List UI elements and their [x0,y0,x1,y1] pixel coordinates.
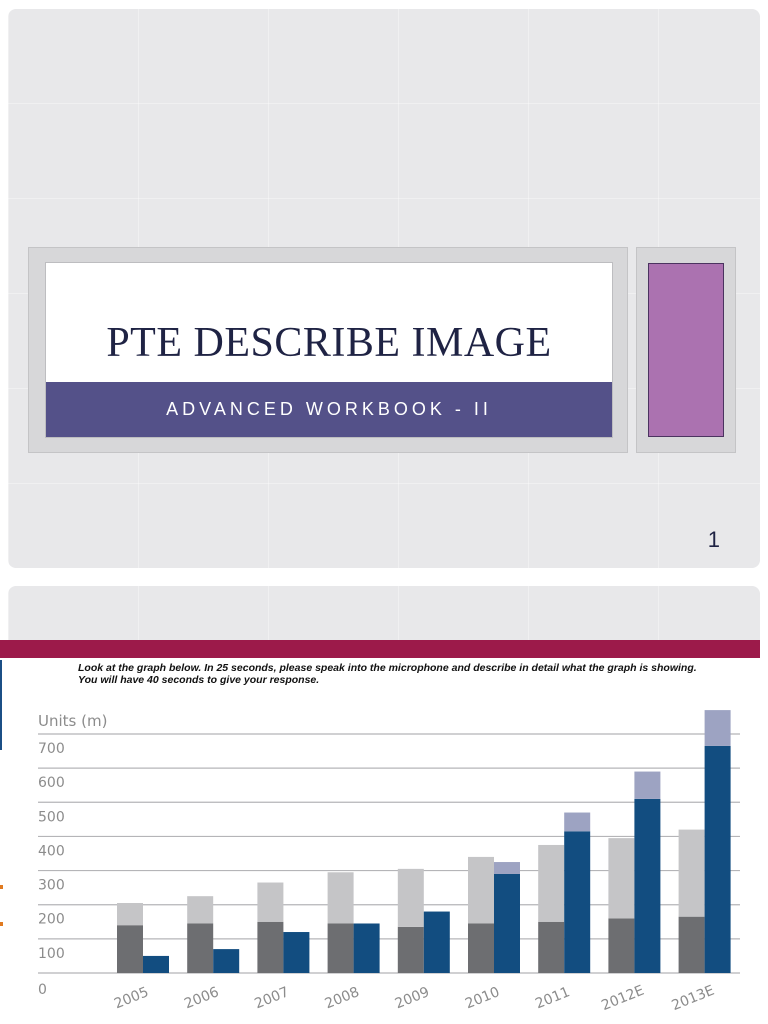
left-edge-marker [0,922,3,926]
y-tick-label: 0 [38,982,47,998]
x-tick-label: 2006 [182,984,221,1012]
pte-header-bar [0,640,760,658]
bar-segment-b [283,932,310,973]
left-edge-strip [0,660,2,750]
y-tick-label: 200 [38,912,65,928]
accent-frame [636,247,736,453]
x-tick-label: 2007 [252,984,291,1012]
bar-segment-a [187,896,214,924]
question-instruction: Look at the graph below. In 25 seconds, … [78,662,697,686]
title-slide: PTE DESCRIBE IMAGE ADVANCED WORKBOOK - I… [8,9,760,568]
bar-segment-a [397,868,424,927]
bar-segment-b [564,812,591,832]
bar-segment-a [327,923,354,973]
bar-segment-b [564,831,591,973]
bar-segment-a [678,916,705,973]
slide-number: 1 [707,527,720,552]
bar-segment-a [678,829,705,917]
bar-segment-b [353,923,380,973]
bar-segment-a [538,844,565,922]
x-tick-label: 2010 [463,984,502,1012]
bar-segment-a [117,925,143,973]
bar-segment-a [257,921,284,973]
bar-segment-a [187,923,214,973]
bar-segment-a [608,838,635,919]
y-tick-label: 500 [38,809,65,825]
bar-segment-a [397,926,424,973]
x-tick-label: 2012E [599,983,646,1014]
bar-segment-a [117,903,143,926]
bar-segment-b [634,771,661,799]
bar-segment-b [423,911,450,973]
bar-segment-a [327,872,354,924]
x-tick-label: 2013E [669,983,716,1014]
bar-segment-b [494,873,520,973]
bar-segment-b [704,710,731,746]
bar-segment-a [468,923,494,973]
bar-segment-a [257,882,284,922]
x-tick-label: 2009 [393,984,432,1012]
y-tick-label: 400 [38,843,65,859]
bar-segment-b [143,955,169,973]
accent-block [648,263,724,437]
slide-title: PTE DESCRIBE IMAGE [106,320,552,366]
y-tick-label: 300 [38,878,65,894]
title-frame: PTE DESCRIBE IMAGE ADVANCED WORKBOOK - I… [28,247,628,453]
bar-chart: Units (m) 0 100 200 300 400 500 600 700 2005 2006 2… [38,710,740,1014]
bar-segment-b [213,949,240,973]
bar-segment-b [704,745,731,973]
bar-segment-b [634,798,661,973]
y-tick-label: 600 [38,775,65,791]
title-box: PTE DESCRIBE IMAGE ADVANCED WORKBOOK - I… [45,262,613,438]
x-tick-label: 2011 [533,984,572,1012]
slide-subtitle: ADVANCED WORKBOOK - II [166,399,492,419]
x-tick-label: 2008 [323,984,362,1012]
left-edge-marker [0,885,3,889]
y-tick-label: 100 [38,946,65,962]
bar-segment-a [538,921,565,973]
y-tick-label: 700 [38,741,65,757]
y-axis-label: Units (m) [38,712,107,730]
bar-segment-a [468,856,494,924]
bar-segment-b [494,862,520,874]
subtitle-bar: ADVANCED WORKBOOK - II [46,382,612,437]
bar-segment-a [608,918,635,973]
x-tick-label: 2005 [112,984,151,1012]
